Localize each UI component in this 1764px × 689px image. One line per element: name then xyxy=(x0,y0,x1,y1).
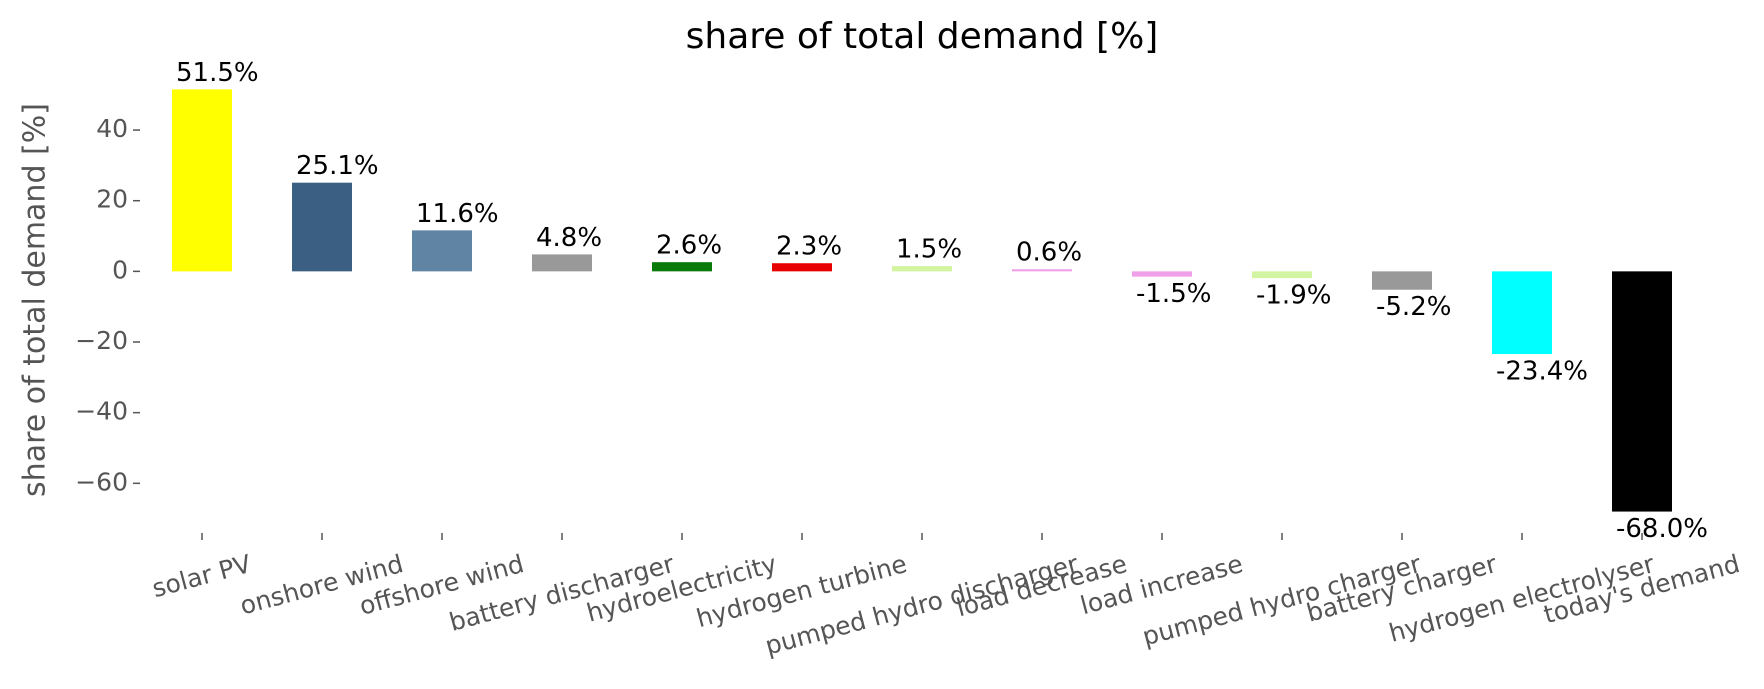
value-label: -1.9% xyxy=(1256,281,1331,311)
value-label: 51.5% xyxy=(176,58,259,88)
value-label: -1.5% xyxy=(1136,279,1211,309)
value-label: -5.2% xyxy=(1376,292,1451,322)
y-tick-label: −40 xyxy=(75,397,128,426)
bar xyxy=(1252,271,1312,279)
bar xyxy=(772,263,832,272)
value-label: 2.6% xyxy=(656,231,722,261)
bar xyxy=(1132,271,1192,277)
value-label: 11.6% xyxy=(416,199,499,229)
value-label: -23.4% xyxy=(1496,357,1588,387)
value-label: 0.6% xyxy=(1016,238,1082,268)
bar xyxy=(652,262,712,272)
bar xyxy=(172,89,232,272)
x-tick-label: pumped hydro discharger xyxy=(762,549,1082,661)
bar xyxy=(412,230,472,272)
bar xyxy=(292,182,352,272)
bar xyxy=(1012,269,1072,272)
value-label: 25.1% xyxy=(296,151,379,181)
chart-title: share of total demand [%] xyxy=(686,16,1159,57)
y-tick-label: 40 xyxy=(96,114,128,143)
value-label: 2.3% xyxy=(776,232,842,262)
value-label: 4.8% xyxy=(536,223,602,253)
bar xyxy=(532,254,592,272)
value-label: -68.0% xyxy=(1616,514,1708,544)
y-tick-label: −20 xyxy=(75,326,128,355)
y-tick-label: 0 xyxy=(112,255,128,284)
value-label: 1.5% xyxy=(896,235,962,265)
bar xyxy=(1372,271,1432,290)
y-axis-label: share of total demand [%] xyxy=(18,103,53,497)
y-tick-label: −60 xyxy=(75,467,128,496)
bar xyxy=(892,266,952,272)
bar xyxy=(1492,271,1552,355)
bar xyxy=(1612,271,1672,512)
y-tick-label: 20 xyxy=(96,185,128,214)
